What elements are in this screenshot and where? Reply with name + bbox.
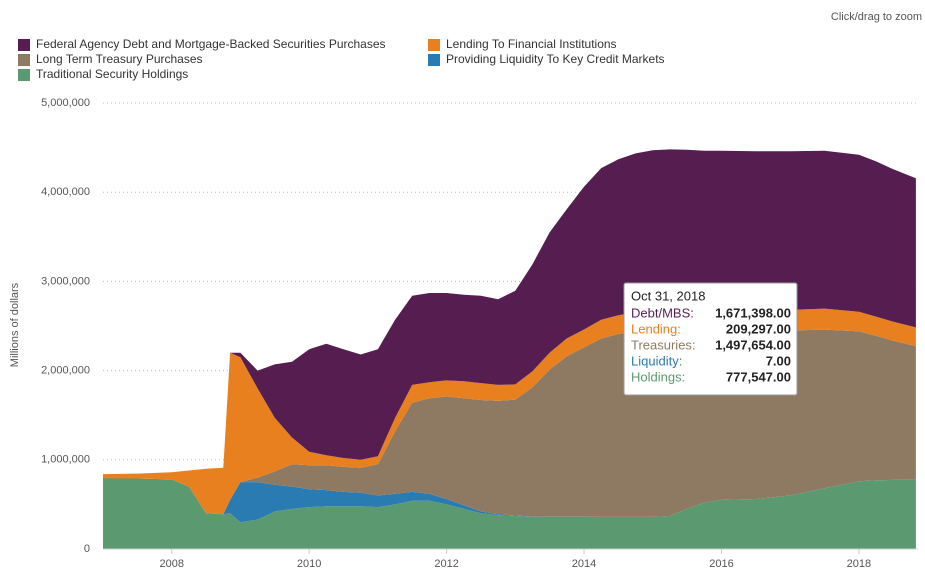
legend-swatch	[18, 54, 30, 66]
x-tick-label: 2016	[709, 558, 733, 570]
x-tick-label: 2018	[847, 558, 871, 570]
legend-label[interactable]: Long Term Treasury Purchases	[36, 52, 203, 66]
area	[103, 478, 916, 523]
area	[103, 149, 916, 475]
legend-swatch	[18, 69, 30, 81]
tooltip-value: 7.00	[766, 353, 791, 368]
y-tick-label: 0	[84, 543, 90, 555]
y-tick-label: 2,000,000	[41, 365, 90, 377]
x-tick-label: 2008	[159, 558, 183, 570]
legend-swatch	[428, 54, 440, 66]
zoom-hint: Click/drag to zoom	[831, 11, 922, 23]
y-tick-label: 3,000,000	[41, 275, 90, 287]
tooltip-label: Debt/MBS:	[631, 305, 694, 320]
y-axis-label: Millions of dollars	[9, 282, 21, 367]
tooltip-box	[623, 282, 798, 396]
legend-label[interactable]: Traditional Security Holdings	[36, 67, 188, 81]
y-tick-label: 4,000,000	[41, 186, 90, 198]
legend-label[interactable]: Lending To Financial Institutions	[446, 37, 617, 51]
legend-label[interactable]: Providing Liquidity To Key Credit Market…	[446, 52, 665, 66]
tooltip-date: Oct 31, 2018	[631, 288, 705, 303]
legend-label[interactable]: Federal Agency Debt and Mortgage-Backed …	[36, 37, 386, 51]
area	[103, 478, 916, 549]
tooltip-label: Lending:	[631, 321, 681, 336]
x-tick-label: 2014	[572, 558, 596, 570]
legend-swatch	[428, 39, 440, 51]
tooltip-value: 1,671,398.00	[715, 305, 791, 320]
legend-swatch	[18, 39, 30, 51]
x-tick-label: 2010	[297, 558, 321, 570]
y-tick-label: 5,000,000	[41, 97, 90, 109]
tooltip-value: 1,497,654.00	[715, 337, 791, 352]
tooltip-value: 209,297.00	[726, 321, 791, 336]
y-tick-label: 1,000,000	[41, 454, 90, 466]
tooltip-value: 777,547.00	[726, 369, 791, 384]
area	[103, 308, 916, 515]
tooltip-label: Holdings:	[631, 369, 685, 384]
tooltip-label: Liquidity:	[631, 353, 682, 368]
x-tick-label: 2012	[434, 558, 458, 570]
tooltip-label: Treasuries:	[631, 337, 696, 352]
